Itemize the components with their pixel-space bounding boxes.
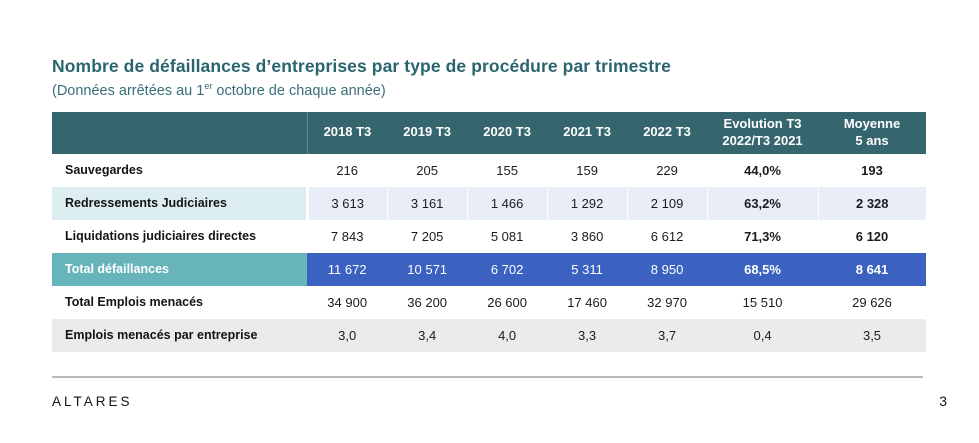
- page-subtitle: (Données arrêtées au 1er octobre de chaq…: [52, 81, 927, 99]
- evolution-cell: 0,4: [707, 318, 819, 352]
- table-cell: 3 161: [386, 186, 468, 220]
- table-cell: 5 081: [490, 228, 524, 244]
- moyenne-cell: 29 626: [852, 294, 892, 310]
- evolution-cell: 15 510: [742, 294, 783, 310]
- table-cell: 6 612: [650, 228, 684, 244]
- moyenne-header-line1: Moyenne: [843, 115, 901, 131]
- table-row-redressements: Redressements Judiciaires 3 613 3 161 1 …: [52, 186, 926, 220]
- column-header-2019-t3: 2019 T3: [387, 111, 468, 154]
- subtitle-superscript: er: [204, 81, 213, 91]
- evolution-cell: 71,3%: [744, 228, 781, 244]
- row-label: Redressements Judiciaires: [52, 186, 309, 220]
- column-header-moyenne: Moyenne 5 ans: [818, 111, 926, 154]
- row-label: Liquidations judiciaires directes: [65, 229, 257, 244]
- table-cell: 34 900: [327, 294, 368, 310]
- table-cell: 3,0: [307, 318, 388, 352]
- column-header-evolution: Evolution T3 2022/T3 2021: [707, 111, 819, 154]
- table-cell: 3,7: [627, 318, 708, 352]
- table-row-sauvegardes: Sauvegardes 216 205 155 159 229 44,0% 19…: [52, 154, 926, 187]
- table-cell: 159: [576, 162, 598, 178]
- table-cell: 17 460: [567, 294, 607, 310]
- table-cell: 5 311: [547, 252, 628, 286]
- moyenne-cell: 3,5: [818, 318, 926, 352]
- table-row-total-emplois: Total Emplois menacés 34 900 36 200 26 6…: [52, 286, 926, 319]
- moyenne-cell: 8 641: [818, 252, 926, 286]
- table-cell: 7 205: [410, 228, 444, 244]
- table-cell: 3 613: [306, 186, 388, 220]
- table-container: 2018 T3 2019 T3 2020 T3 2021 T3 2022 T3 …: [52, 111, 979, 352]
- subtitle-suffix: octobre de chaque année): [212, 82, 386, 99]
- table-row-emplois-par-entreprise: Emplois menacés par entreprise 3,0 3,4 4…: [52, 318, 926, 352]
- table-cell: 10 571: [387, 252, 468, 286]
- table-cell: 2 109: [626, 186, 708, 220]
- column-header-2020-t3: 2020 T3: [467, 111, 548, 154]
- column-header-empty: [52, 111, 308, 154]
- evolution-cell: 63,2%: [706, 186, 819, 220]
- row-label: Sauvegardes: [65, 163, 143, 178]
- table-row-total-defaillances: Total défaillances 11 672 10 571 6 702 5…: [52, 252, 926, 286]
- table-cell: 216: [336, 162, 359, 178]
- slide-footer: ALTARES 3: [52, 375, 947, 409]
- moyenne-cell: 6 120: [855, 228, 889, 244]
- moyenne-header-line2: 5 ans: [855, 132, 889, 148]
- page-title: Nombre de défaillances d’entreprises par…: [52, 56, 671, 76]
- evolution-cell: 44,0%: [744, 162, 781, 178]
- table-cell: 7 843: [330, 228, 364, 244]
- footer-row: ALTARES 3: [52, 393, 947, 409]
- table-cell: 4,0: [467, 318, 548, 352]
- column-header-2021-t3: 2021 T3: [547, 111, 628, 154]
- row-label: Total Emplois menacés: [65, 295, 204, 310]
- table-header-row: 2018 T3 2019 T3 2020 T3 2021 T3 2022 T3 …: [52, 111, 926, 154]
- column-header-2018-t3: 2018 T3: [306, 111, 388, 154]
- heading-block: Nombre de défaillances d’entreprises par…: [0, 0, 979, 99]
- footer-divider: [52, 375, 923, 378]
- row-label: Total défaillances: [52, 252, 308, 286]
- table-cell: 26 600: [487, 294, 527, 310]
- brand-logo-text: ALTARES: [52, 393, 133, 409]
- table-cell: 3,3: [547, 318, 628, 352]
- table-cell: 155: [496, 162, 518, 178]
- subtitle-prefix: (Données arrêtées au 1: [52, 82, 205, 99]
- table-cell: 32 970: [647, 294, 687, 310]
- evolution-header-line2: 2022/T3 2021: [722, 132, 803, 148]
- table-cell: 3 860: [570, 228, 604, 244]
- table-cell: 3,4: [387, 318, 468, 352]
- table-cell: 1 292: [546, 186, 628, 220]
- table-cell: 36 200: [407, 294, 448, 310]
- row-label: Emplois menacés par entreprise: [52, 318, 308, 352]
- evolution-header-line1: Evolution T3: [723, 115, 802, 131]
- table-cell: 6 702: [467, 252, 548, 286]
- table-cell: 1 466: [466, 186, 548, 220]
- moyenne-cell: 193: [861, 162, 883, 178]
- page-number: 3: [939, 392, 947, 409]
- moyenne-cell: 2 328: [817, 186, 926, 220]
- table-cell: 229: [656, 162, 678, 178]
- defaillances-table: 2018 T3 2019 T3 2020 T3 2021 T3 2022 T3 …: [52, 111, 926, 352]
- evolution-cell: 68,5%: [707, 252, 819, 286]
- table-cell: 8 950: [627, 252, 708, 286]
- table-cell: 11 672: [307, 252, 388, 286]
- column-header-2022-t3: 2022 T3: [627, 111, 708, 154]
- table-row-liquidations: Liquidations judiciaires directes 7 843 …: [52, 220, 926, 253]
- table-cell: 205: [416, 162, 438, 178]
